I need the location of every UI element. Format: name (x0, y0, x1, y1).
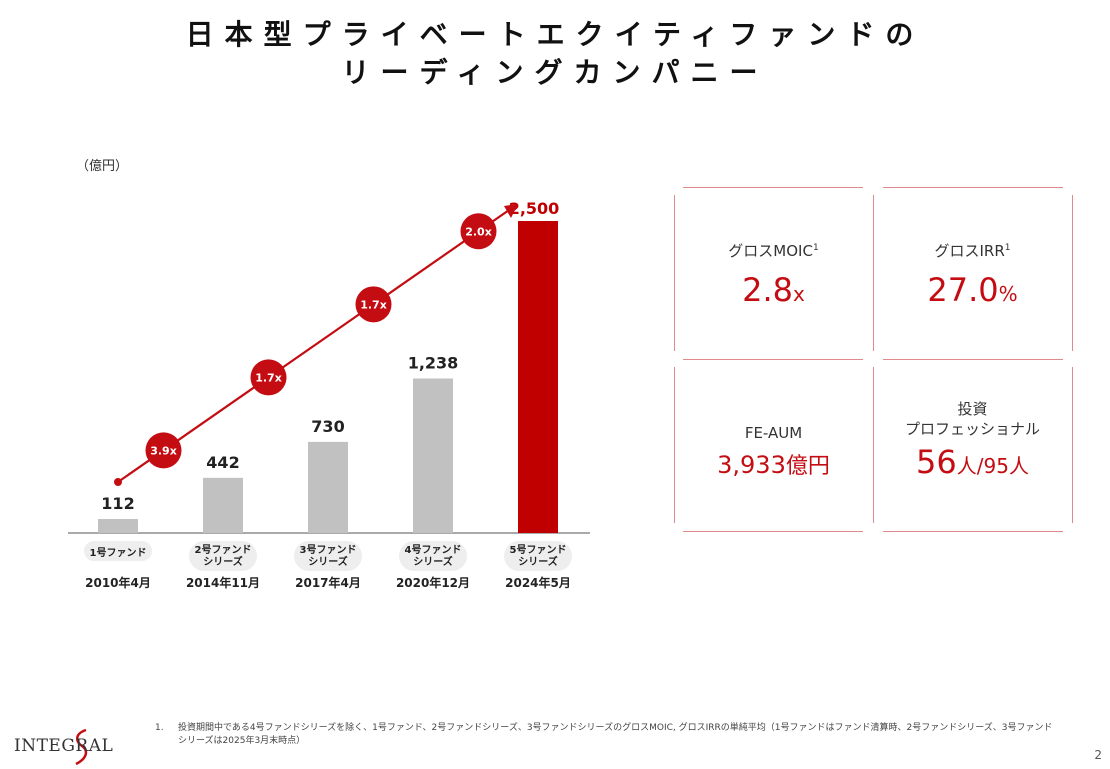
page-number: 2 (1094, 748, 1102, 762)
category-label-2-line-1: 2号ファンド (195, 544, 252, 556)
stat-pro-separator: / (976, 454, 984, 478)
stat-pro-unit-1: 人 (956, 454, 977, 478)
stat-gross-irr: グロスIRR1 27.0% (873, 187, 1072, 359)
stats-panel: グロスMOIC1 2.8x グロスIRR1 27.0% FE-AUM 3,933… (674, 187, 1074, 532)
growth-line (117, 207, 513, 483)
stat-moic-label: グロスMOIC (728, 242, 813, 260)
stat-irr-unit: % (998, 282, 1018, 306)
category-label-4-line-1: 4号ファンド (405, 544, 462, 556)
stat-irr-label: グロスIRR (934, 242, 1005, 260)
stat-moic-value: 2.8 (742, 271, 794, 309)
growth-multiple-badge-4 (460, 213, 497, 250)
value-label-1: 112 (101, 494, 134, 513)
category-date-2: 2014年11月 (186, 575, 260, 590)
category-label-5-line-2: シリーズ (518, 555, 558, 568)
logo-swoosh-icon (75, 728, 88, 766)
stat-irr-footnote-ref: 1 (1004, 243, 1011, 253)
category-label-3-line-1: 3号ファンド (300, 544, 357, 556)
stat-pro-unit-2: 人 (1008, 454, 1029, 478)
category-date-4: 2020年12月 (396, 575, 470, 590)
chart-unit-label: （億円） (76, 159, 129, 174)
growth-line-arrowhead (504, 204, 518, 218)
stat-aum-label: FE-AUM (744, 424, 803, 442)
stat-moic-footnote-ref: 1 (812, 243, 819, 253)
bar-4 (413, 378, 453, 533)
bar-2 (203, 477, 243, 533)
category-pill-4 (399, 541, 467, 571)
growth-line-start-dot (114, 478, 122, 486)
fund-size-chart: 112 442 730 1,238 2,500 3.9x 1.7x 1.7x 2.0x 1号ファン… (68, 199, 590, 590)
category-pill-3 (294, 541, 362, 571)
stat-pro-value-1: 56 (916, 443, 957, 481)
stat-irr-value: 27.0 (927, 271, 999, 309)
growth-multiple-badge-2 (250, 359, 287, 396)
category-pill-2 (189, 541, 257, 571)
stat-gross-moic: グロスMOIC1 2.8x (674, 187, 873, 359)
stat-moic-unit: x (793, 282, 805, 306)
bar-3 (308, 441, 348, 533)
stat-pro-label-2: プロフェッショナル (904, 420, 1040, 438)
category-date-5: 2024年5月 (505, 575, 571, 590)
title-line-1: 日本型プライベートエクイティファンドの (185, 18, 925, 51)
category-date-1: 2010年4月 (85, 575, 151, 590)
stat-investment-professionals: 投資 プロフェッショナル 56人/95人 (873, 359, 1072, 531)
value-label-4: 1,238 (408, 353, 459, 372)
category-label-5-line-1: 5号ファンド (510, 544, 567, 556)
title-line-2: リーディングカンパニー (341, 56, 769, 89)
category-label-3-line-2: シリーズ (308, 555, 348, 568)
category-label-4-line-2: シリーズ (413, 555, 453, 568)
growth-multiple-label-2: 1.7x (255, 371, 282, 384)
integral-logo: INTEGRAL (14, 728, 124, 766)
footnote: 1. 投資期間中である4号ファンドシリーズを除く、1号ファンド、2号ファンドシリ… (155, 722, 1058, 748)
stat-pro-value-2: 95 (983, 454, 1009, 478)
stat-aum-unit: 億円 (785, 454, 830, 479)
category-pill-1 (84, 541, 152, 561)
growth-multiple-label-4: 2.0x (465, 225, 492, 238)
category-label-2-line-2: シリーズ (203, 555, 243, 568)
stat-fe-aum: FE-AUM 3,933億円 (674, 359, 873, 531)
stat-aum-value: 3,933 (717, 451, 786, 479)
value-label-3: 730 (311, 417, 344, 436)
bar-5 (518, 221, 558, 533)
footnote-number: 1. (155, 723, 164, 733)
value-label-2: 442 (206, 453, 239, 472)
page-title: 日本型プライベートエクイティファンドの リーディングカンパニー (0, 16, 1110, 92)
growth-multiple-label-1: 3.9x (150, 444, 177, 457)
logo-text: INTEGRAL (14, 736, 114, 756)
category-pill-5 (504, 541, 572, 571)
bar-1 (98, 519, 138, 533)
growth-multiple-badge-3 (355, 286, 392, 323)
value-label-5: 2,500 (509, 199, 560, 218)
growth-multiple-label-3: 1.7x (360, 298, 387, 311)
category-date-3: 2017年4月 (295, 575, 361, 590)
stat-pro-label-1: 投資 (957, 400, 988, 418)
growth-multiple-badge-1 (145, 432, 182, 469)
footnote-text: 投資期間中である4号ファンドシリーズを除く、1号ファンド、2号ファンドシリーズ、… (178, 723, 1053, 746)
category-label-1-line-1: 1号ファンド (90, 547, 147, 559)
